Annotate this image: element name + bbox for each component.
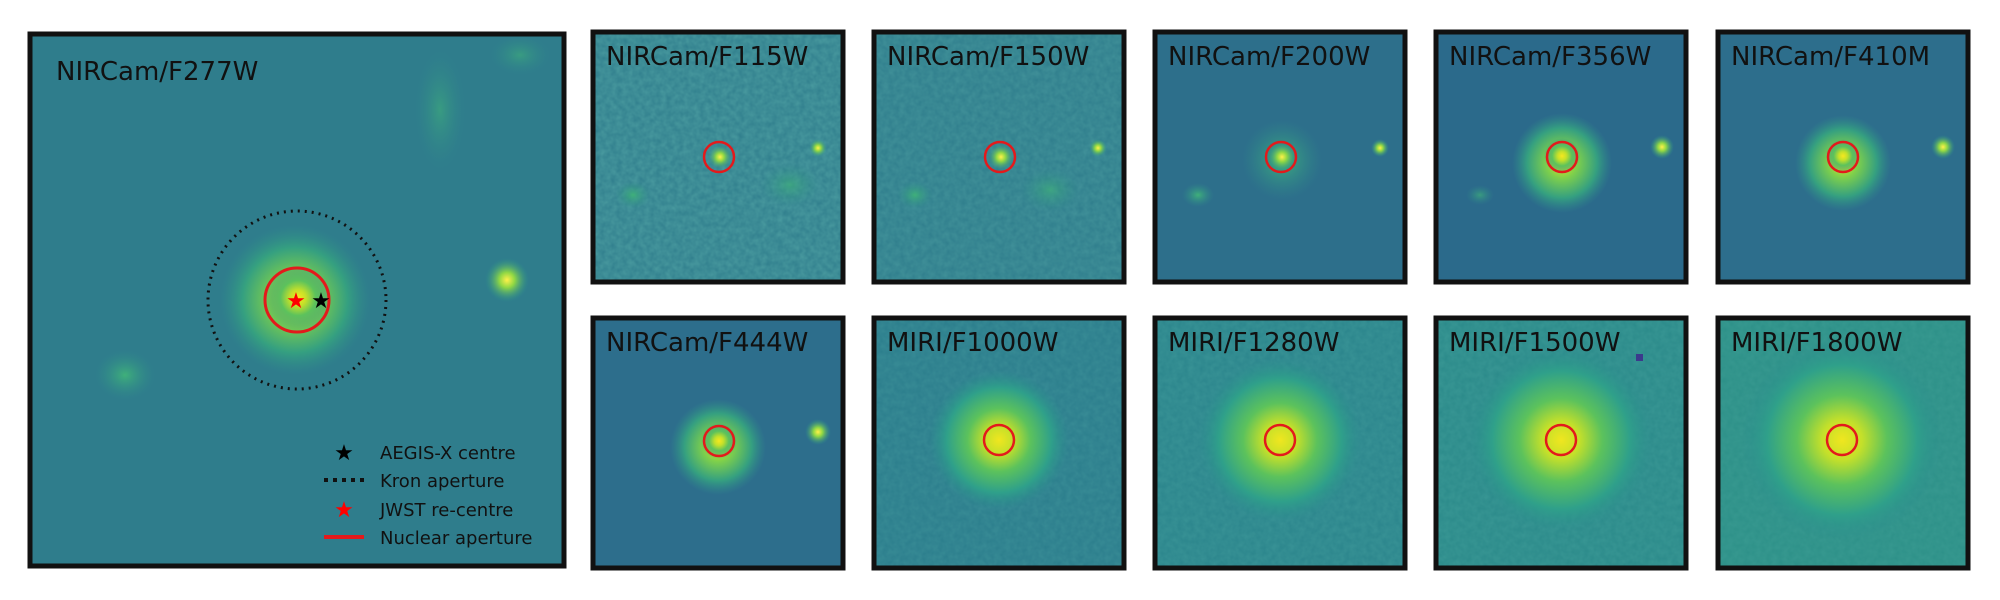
target-halo — [1469, 348, 1653, 532]
nuclear-aperture — [263, 266, 331, 334]
faint-source — [897, 181, 933, 209]
faint-source — [415, 50, 465, 170]
panel-f1800w: MIRI/F1800W — [1715, 315, 1971, 571]
nuclear-aperture — [983, 140, 1017, 174]
panel-f115w: NIRCam/F115W — [590, 29, 846, 285]
panel-f150w: NIRCam/F150W — [871, 29, 1127, 285]
panel-frame — [590, 29, 846, 285]
legend: ★ AEGIS-X centre Kron aperture ★ JWST re… — [324, 441, 532, 549]
panel-f1000w: MIRI/F1000W — [871, 315, 1127, 571]
panel-label: NIRCam/F200W — [1168, 42, 1370, 72]
target-halo — [929, 370, 1069, 510]
main-panel: ★ ★ NIRCam/F277W ★ AEGIS-X centre Kron a… — [27, 31, 567, 569]
nuclear-aperture — [702, 424, 736, 458]
neighbour-source — [1371, 139, 1389, 157]
panel-label: NIRCam/F444W — [606, 328, 808, 358]
neighbour-source — [805, 419, 831, 445]
panel-f356w: NIRCam/F356W — [1433, 29, 1689, 285]
nuclear-aperture — [702, 140, 736, 174]
legend-jwst-marker: ★ — [334, 498, 354, 523]
neighbour-source — [485, 258, 529, 302]
main-panel-label: NIRCam/F277W — [56, 57, 258, 87]
nuclear-aperture — [1545, 140, 1579, 174]
faint-source — [490, 35, 550, 75]
nuclear-aperture — [1825, 423, 1859, 457]
faint-source — [1466, 185, 1494, 205]
nuclear-aperture — [1263, 423, 1297, 457]
bad-pixel — [1636, 354, 1643, 361]
panel-f444w: NIRCam/F444W — [590, 315, 846, 571]
target-source — [988, 144, 1014, 170]
panel-f200w: NIRCam/F200W — [1152, 29, 1408, 285]
target-nucleus — [1826, 139, 1860, 173]
target-nucleus — [701, 423, 737, 459]
panel-label: NIRCam/F356W — [1449, 42, 1651, 72]
nuclear-aperture — [1826, 140, 1860, 174]
panel-label: MIRI/F1500W — [1449, 328, 1620, 358]
faint-source — [1020, 168, 1080, 212]
panel-frame — [1433, 315, 1689, 571]
panel-frame — [1715, 29, 1971, 285]
neighbour-source — [1089, 139, 1107, 157]
faint-source — [760, 163, 820, 207]
panel-f1500w: MIRI/F1500W — [1433, 315, 1689, 571]
panel-label: NIRCam/F115W — [606, 42, 808, 72]
panel-label: MIRI/F1280W — [1168, 328, 1339, 358]
jwst-recentre-star: ★ — [286, 289, 306, 314]
neighbour-source — [1931, 135, 1955, 159]
legend-kron-label: Kron aperture — [380, 471, 504, 492]
neighbour-source — [1650, 135, 1674, 159]
panel-label: MIRI/F1000W — [887, 328, 1058, 358]
panel-f410m: NIRCam/F410M — [1715, 29, 1971, 285]
main-panel-frame — [27, 31, 567, 569]
faint-source — [1182, 183, 1214, 207]
nuclear-aperture — [982, 423, 1016, 457]
nuclear-aperture — [1264, 140, 1298, 174]
target-halo — [1198, 358, 1362, 522]
panel-frame — [590, 315, 846, 571]
legend-aegis-label: AEGIS-X centre — [380, 443, 516, 464]
panel-label: MIRI/F1800W — [1731, 328, 1902, 358]
nuclear-aperture — [1544, 423, 1578, 457]
panel-frame — [1715, 315, 1971, 571]
panel-frame — [1152, 315, 1408, 571]
panel-frame — [871, 29, 1127, 285]
faint-source — [615, 181, 651, 209]
legend-nuclear-label: Nuclear aperture — [380, 528, 532, 549]
panel-frame — [1433, 29, 1689, 285]
target-nucleus — [1544, 138, 1580, 174]
panel-f1280w: MIRI/F1280W — [1152, 315, 1408, 571]
target-source — [708, 145, 732, 169]
panel-label: NIRCam/F410M — [1731, 42, 1930, 72]
neighbour-source — [809, 139, 827, 157]
legend-jwst-label: JWST re-centre — [379, 500, 513, 521]
kron-aperture — [206, 209, 388, 391]
panel-frame — [1152, 29, 1408, 285]
aegis-centre-star: ★ — [311, 289, 331, 314]
panel-frame — [871, 315, 1127, 571]
target-halo — [1742, 340, 1942, 540]
target-source — [1268, 143, 1296, 171]
legend-aegis-marker: ★ — [334, 441, 354, 466]
panel-label: NIRCam/F150W — [887, 42, 1089, 72]
target-nucleus — [266, 266, 330, 330]
faint-source — [95, 350, 155, 400]
